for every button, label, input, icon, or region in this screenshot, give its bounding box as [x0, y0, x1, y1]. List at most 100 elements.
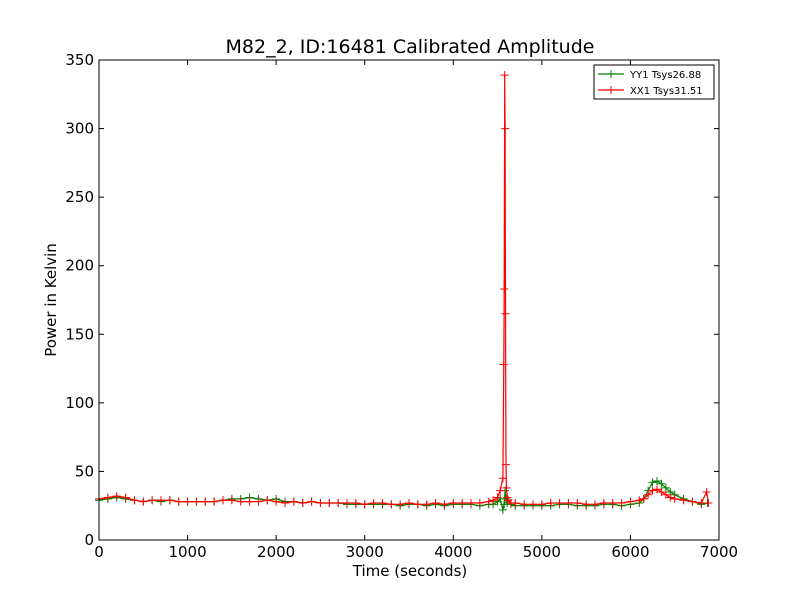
data-point: [498, 505, 507, 514]
y-tick-label: 50: [75, 462, 94, 480]
data-point: [661, 490, 670, 499]
data-point: [413, 500, 422, 509]
y-axis-label: Power in Kelvin: [42, 243, 60, 357]
data-point: [475, 498, 484, 507]
data-point: [657, 479, 666, 488]
data-point: [396, 500, 405, 509]
series-2: [95, 71, 713, 509]
plot-area: [95, 59, 720, 541]
data-point: [511, 498, 520, 507]
series-layer: [95, 71, 713, 514]
data-point: [272, 497, 281, 506]
data-point: [501, 309, 510, 318]
x-tick-label: 0: [94, 543, 104, 561]
y-tick-label: 150: [65, 325, 94, 343]
x-tick-label: 4000: [434, 543, 472, 561]
x-tick-label: 6000: [611, 543, 649, 561]
data-point: [298, 498, 307, 507]
data-point: [422, 500, 431, 509]
data-point: [103, 493, 112, 502]
data-point: [148, 496, 157, 505]
data-point: [316, 498, 325, 507]
data-point: [121, 493, 130, 502]
data-point: [431, 498, 440, 507]
data-point: [582, 500, 591, 509]
data-point: [307, 497, 316, 506]
data-point: [440, 500, 449, 509]
data-point: [183, 497, 192, 506]
data-point: [378, 498, 387, 507]
data-point: [653, 485, 661, 494]
data-point: [227, 496, 236, 505]
y-tick-label: 0: [84, 531, 94, 549]
data-point: [644, 490, 653, 499]
data-point: [369, 498, 378, 507]
data-point: [670, 494, 679, 503]
data-point: [174, 497, 183, 506]
data-point: [626, 497, 635, 506]
data-point: [635, 496, 644, 505]
data-point: [702, 488, 711, 496]
data-point: [281, 498, 289, 507]
x-tick-label: 7000: [700, 543, 738, 561]
x-axis: 0 1000 2000 3000 4000 5000 6000 7000: [94, 60, 738, 561]
data-point: [387, 500, 396, 509]
legend-box: [593, 64, 715, 100]
data-point: [573, 498, 582, 507]
data-point: [648, 478, 657, 487]
data-point: [210, 497, 219, 506]
chart-title: M82_2, ID:16481 Calibrated Amplitude: [226, 36, 595, 58]
legend-label: YY1 Tsys26.88: [629, 70, 701, 81]
data-point: [254, 497, 263, 506]
data-point: [520, 500, 529, 509]
data-point: [555, 498, 564, 507]
data-point: [502, 483, 511, 492]
data-point: [653, 477, 661, 486]
data-point: [334, 498, 343, 507]
data-point: [599, 498, 608, 507]
legend-marker: [607, 70, 615, 78]
data-point: [499, 360, 508, 369]
legend-entry: YY1 Tsys26.88: [598, 70, 701, 81]
data-point: [130, 496, 139, 505]
legend: YY1 Tsys26.88 XX1 Tsys31.51: [593, 64, 715, 100]
data-point: [591, 500, 599, 509]
data-point: [498, 474, 507, 483]
data-point: [661, 483, 670, 492]
data-point: [219, 496, 227, 505]
legend-label: XX1 Tsys31.51: [630, 86, 703, 97]
data-point: [458, 498, 467, 507]
data-point: [688, 497, 697, 506]
data-point: [546, 498, 555, 507]
data-point: [489, 496, 498, 505]
x-tick-label: 1000: [168, 543, 206, 561]
data-point: [236, 497, 245, 506]
data-point: [500, 71, 509, 80]
data-point: [165, 496, 174, 505]
data-point: [537, 500, 546, 509]
data-point: [351, 498, 360, 507]
x-axis-label: Time (seconds): [352, 562, 468, 580]
data-point: [529, 500, 537, 509]
data-point: [501, 124, 510, 133]
data-point: [263, 496, 272, 505]
axes-frame: [98, 59, 720, 541]
data-point: [139, 497, 148, 506]
data-point: [467, 498, 475, 507]
data-point: [564, 498, 573, 507]
data-point: [666, 493, 675, 502]
series-1: [95, 477, 712, 514]
data-point: [493, 493, 502, 502]
data-point: [484, 497, 493, 506]
legend-marker: [607, 86, 615, 94]
data-point: [500, 285, 509, 294]
data-point: [657, 488, 666, 496]
y-tick-label: 250: [65, 188, 94, 206]
data-point: [639, 494, 648, 503]
data-point: [617, 498, 626, 507]
data-point: [648, 486, 657, 495]
series-line: [98, 75, 709, 505]
y-tick-label: 100: [65, 394, 94, 412]
data-point: [201, 497, 210, 506]
